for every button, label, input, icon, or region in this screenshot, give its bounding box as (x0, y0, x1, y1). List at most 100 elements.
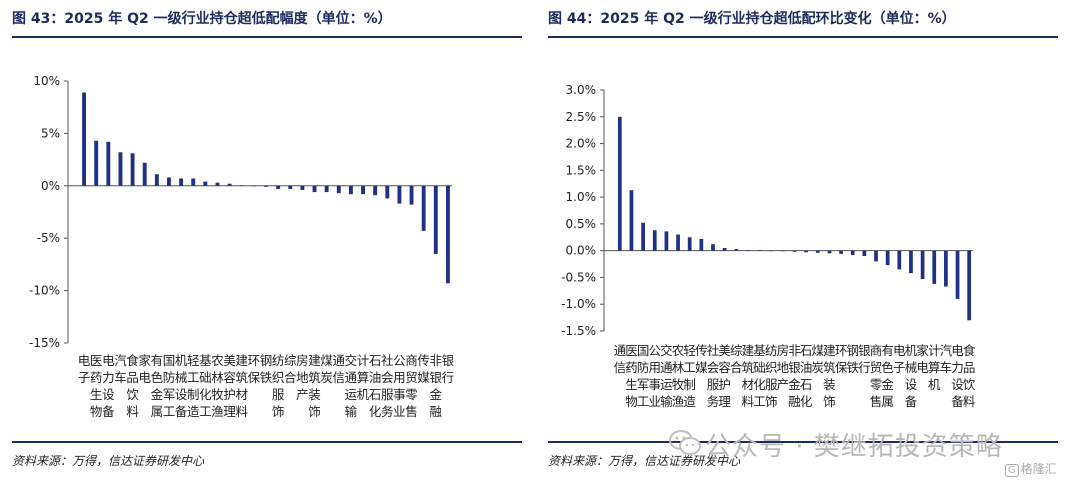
source-note: 资料来源：万得，信达证券研发中心 (548, 454, 741, 468)
y-tick-label: -15% (29, 336, 60, 350)
category-label: 煤炭 (812, 343, 825, 375)
category-label: 国防军工 (163, 353, 176, 419)
category-label: 社会服务 (707, 343, 720, 409)
bar-家电 (142, 162, 147, 186)
bar-石油石化 (373, 185, 378, 196)
category-label: 通信 (614, 343, 627, 375)
source-note: 资料来源：万得，信达证券研发中心 (12, 454, 205, 468)
y-tick-label: 5% (41, 126, 60, 140)
bar-通信 (336, 185, 341, 194)
bar-综合 (288, 185, 293, 189)
category-label: 机械设备 (175, 353, 188, 419)
source-rule (12, 441, 522, 443)
category-label: 基础化工 (753, 343, 766, 409)
bar-建筑装饰 (312, 185, 317, 193)
bar-非银金融 (792, 250, 797, 252)
y-tick-label: -1.5% (561, 324, 596, 338)
category-label: 美容护理 (718, 343, 731, 409)
bar-银行 (862, 250, 867, 257)
bar-传媒 (699, 238, 704, 251)
category-label: 医药生物 (625, 343, 638, 409)
category-label: 非银金融 (430, 353, 443, 419)
bar-汽车 (118, 152, 123, 186)
category-label: 家电 (916, 343, 929, 375)
bar-钢铁 (264, 185, 268, 187)
bar-环保 (251, 185, 256, 187)
category-label: 社会服务 (381, 353, 394, 419)
bar-轻工制造 (191, 178, 196, 186)
category-label: 国防军工 (637, 343, 650, 409)
watermark-logo-text: 格隆汇 (1020, 462, 1057, 476)
category-label: 交通运输 (660, 343, 673, 409)
category-label: 环保 (248, 353, 261, 385)
bar-医药生物 (94, 140, 99, 186)
category-label: 纺织服饰 (765, 343, 778, 409)
bar-有色金属 (885, 250, 890, 266)
category-label: 商贸零售 (405, 353, 418, 419)
bar-通信 (617, 116, 622, 251)
category-label: 煤炭 (320, 353, 333, 385)
category-label: 汽车 (114, 353, 127, 385)
category-label: 综合 (730, 343, 743, 375)
bar-chart-change: 3.0% 2.5% 2.0% 1.5% 1.0% 0.5% 0.0% -0.5% -1.0% -1… (561, 83, 976, 409)
category-label: 建筑材料 (742, 343, 755, 409)
y-tick-label: 2.0% (566, 137, 597, 151)
bar-社会服务 (711, 244, 715, 251)
y-tick-label: 0.5% (566, 217, 597, 231)
category-label: 汽车 (940, 343, 953, 375)
chart-panel-left: 图 43：2025 年 Q2 一级行业持仓超低配幅度（单位：%） 10% 5% 0%… (12, 0, 537, 485)
category-label: 建筑装饰 (308, 353, 321, 419)
bar-建筑材料 (239, 185, 244, 186)
bar-建筑材料 (746, 250, 750, 251)
bar-计算机 (361, 185, 365, 195)
bar-基础化工 (757, 250, 762, 251)
category-label: 医药生物 (90, 353, 103, 419)
bar-房地产 (780, 250, 785, 252)
title-rule (12, 36, 522, 38)
category-label: 通信 (333, 353, 346, 385)
bar-石油石化 (804, 250, 809, 253)
category-label: 公用事业 (393, 353, 406, 419)
bar-环保 (839, 250, 843, 254)
category-label: 农林牧渔 (211, 353, 224, 419)
bar-房地产 (300, 185, 305, 190)
category-label: 基础化工 (199, 353, 212, 419)
category-label: 电子 (893, 343, 906, 375)
category-label: 建筑装饰 (823, 343, 836, 409)
category-label: 建筑材料 (235, 353, 248, 419)
bar-机械设备 (179, 178, 184, 186)
bar-综合 (734, 249, 739, 251)
y-tick-label: 0.0% (566, 244, 597, 258)
category-label: 机械设备 (905, 343, 918, 409)
category-label: 家电 (138, 353, 151, 385)
category-label: 有色金属 (881, 343, 894, 409)
bar-纺织服饰 (276, 185, 281, 189)
category-label: 综合 (284, 353, 297, 385)
bar-交通运输 (348, 185, 353, 195)
y-tick-label: 0% (41, 179, 60, 193)
logo-icon: G (1005, 464, 1019, 477)
watermark-logo: G 格隆汇 (1005, 460, 1057, 477)
bar-国防军工 (641, 222, 645, 251)
category-label: 银行 (858, 343, 871, 375)
wechat-icon (669, 430, 701, 455)
title-rule (548, 36, 1058, 38)
category-label: 计算机 (928, 343, 941, 392)
category-label: 钢铁 (260, 353, 273, 385)
bar-传媒 (421, 185, 426, 231)
bar-美容护理 (722, 247, 727, 251)
y-tick-label: -5% (37, 231, 60, 245)
bar-电子 (82, 92, 87, 186)
category-label: 环保 (835, 343, 848, 375)
bar-煤炭 (324, 185, 329, 193)
bar-基础化工 (203, 181, 208, 186)
bar-计算机 (932, 250, 937, 284)
bar-电子 (897, 250, 902, 270)
bar-医药生物 (629, 190, 634, 251)
category-label: 食品饮料 (126, 353, 139, 419)
category-label: 银行 (442, 353, 455, 385)
category-label: 房地产 (296, 353, 309, 402)
y-tick-label: 1.5% (566, 163, 597, 177)
bar-汽车 (944, 250, 948, 287)
bar-有色金属 (154, 174, 159, 186)
